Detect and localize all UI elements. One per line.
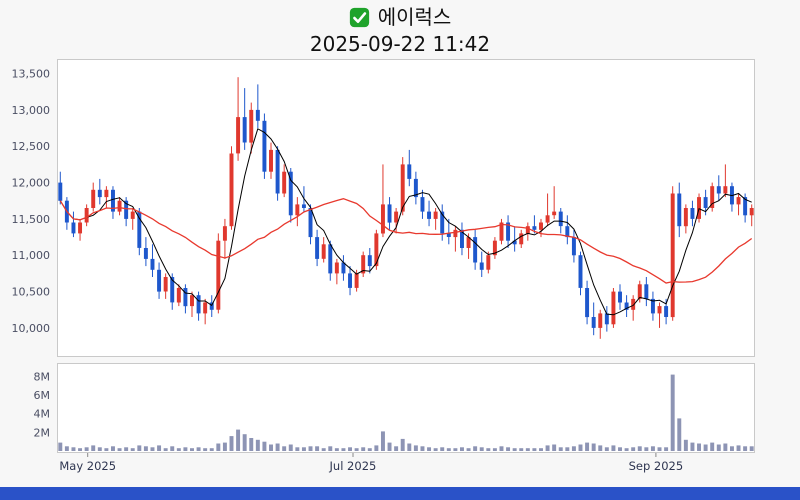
svg-text:10,000: 10,000 [12,322,51,335]
volume-bar-chart: 2M 4M 6M 8M [34,363,755,457]
bottom-strip [0,487,800,500]
checkbox-checked-icon [349,7,370,28]
svg-text:2M: 2M [34,426,51,439]
svg-text:12,000: 12,000 [12,177,51,190]
svg-text:6M: 6M [34,389,51,402]
svg-text:12,500: 12,500 [12,140,51,153]
x-tick-jul-2025: Jul 2025 [329,459,377,473]
chart-timestamp: 2025-09-22 11:42 [309,32,491,56]
svg-text:13,500: 13,500 [12,68,51,81]
stock-title: 에이럭스 [377,5,452,29]
svg-text:11,500: 11,500 [12,213,51,226]
x-tick-sep-2025: Sep 2025 [628,459,684,473]
svg-text:8M: 8M [34,371,51,384]
svg-text:11,000: 11,000 [12,249,51,262]
chart-header: 에이럭스 2025-09-22 11:42 [0,0,800,57]
price-candlestick-chart: 10,000 10,500 11,000 11,500 12,000 12,500 13,0… [12,59,755,357]
x-axis-labels: May 2025 Jul 2025 Sep 2025 [0,458,800,478]
svg-text:13,000: 13,000 [12,104,51,117]
x-tick-may-2025: May 2025 [59,459,117,473]
title-row: 에이럭스 [0,5,800,30]
svg-text:4M: 4M [34,408,51,421]
svg-text:10,500: 10,500 [12,286,51,299]
